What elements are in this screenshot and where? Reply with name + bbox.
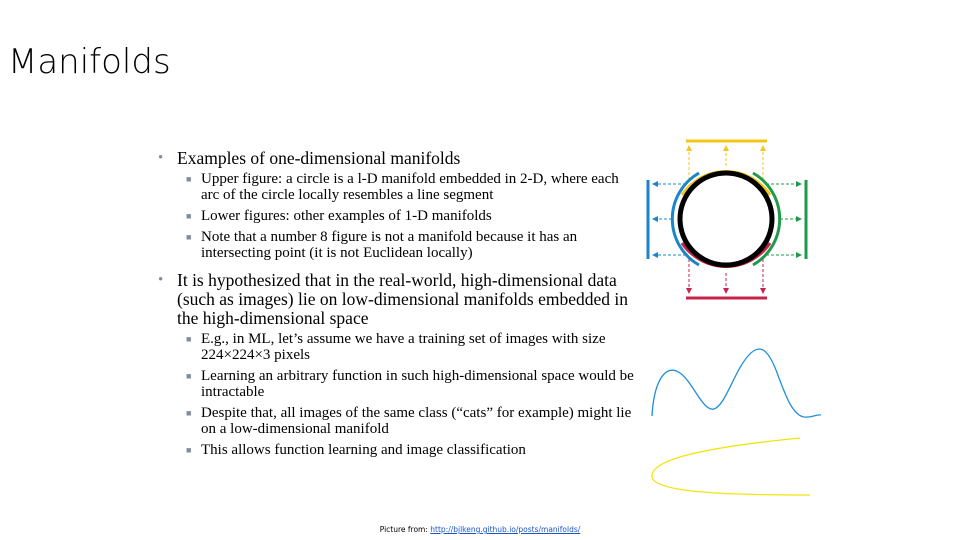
parabola-curve <box>651 437 811 496</box>
left-arc <box>670 171 700 267</box>
circle-manifold <box>677 170 775 268</box>
sub-bullet-text: E.g., in ML, let’s assume we have a trai… <box>201 331 606 363</box>
circle-manifold-figure <box>646 139 808 300</box>
square-bullet-icon: ■ <box>186 211 192 221</box>
sub-bullet-item: ■ Despite that, all images of the same c… <box>177 405 638 437</box>
bullet-text: It is hypothesized that in the real-worl… <box>177 270 629 328</box>
slide-title: Manifolds <box>8 42 171 82</box>
picture-credit: Picture from: http://bjlkeng.github.io/p… <box>0 525 960 534</box>
right-arc <box>752 171 782 267</box>
sub-bullet-item: ■ Note that a number 8 figure is not a m… <box>177 229 638 261</box>
sub-bullet-item: ■ Upper figure: a circle is a l-D manifo… <box>177 171 638 203</box>
square-bullet-icon: ■ <box>186 445 192 455</box>
square-bullet-icon: ■ <box>186 408 192 418</box>
bullet-dot-icon: • <box>158 150 164 166</box>
sub-bullet-text: Despite that, all images of the same cla… <box>201 405 632 437</box>
bottom-arc <box>680 242 772 268</box>
sub-bullet-item: ■ This allows function learning and imag… <box>177 442 638 458</box>
credit-link[interactable]: http://bjlkeng.github.io/posts/manifolds… <box>430 525 581 534</box>
parabola-curve-figure <box>651 437 811 496</box>
bullet-item: • It is hypothesized that in the real-wo… <box>158 270 638 459</box>
top-arc <box>680 170 772 196</box>
sub-bullet-item: ■ Lower figures: other examples of 1-D m… <box>177 208 638 224</box>
sub-bullet-list: ■ E.g., in ML, let’s assume we have a tr… <box>177 331 638 458</box>
sub-bullet-text: Lower figures: other examples of 1-D man… <box>201 208 492 224</box>
sub-bullet-text: This allows function learning and image … <box>201 442 526 458</box>
bullet-item: • Examples of one-dimensional manifolds … <box>158 148 638 262</box>
wave-curve-figure <box>651 348 822 418</box>
credit-prefix: Picture from: <box>379 525 431 534</box>
sub-bullet-item: ■ E.g., in ML, let’s assume we have a tr… <box>177 331 638 363</box>
square-bullet-icon: ■ <box>186 174 192 184</box>
sub-bullet-list: ■ Upper figure: a circle is a l-D manifo… <box>177 171 638 261</box>
square-bullet-icon: ■ <box>186 232 192 242</box>
bullet-list: • Examples of one-dimensional manifolds … <box>158 148 638 459</box>
wave-curve <box>651 348 822 418</box>
square-bullet-icon: ■ <box>186 334 192 344</box>
sub-bullet-text: Note that a number 8 figure is not a man… <box>201 229 578 261</box>
bullet-text: Examples of one-dimensional manifolds <box>177 148 461 168</box>
sub-bullet-text: Upper figure: a circle is a l-D manifold… <box>201 171 619 203</box>
sub-bullet-text: Learning an arbitrary function in such h… <box>201 368 634 400</box>
square-bullet-icon: ■ <box>186 371 192 381</box>
bullet-content: • Examples of one-dimensional manifolds … <box>158 146 638 463</box>
sub-bullet-item: ■ Learning an arbitrary function in such… <box>177 368 638 400</box>
bullet-dot-icon: • <box>158 272 164 288</box>
